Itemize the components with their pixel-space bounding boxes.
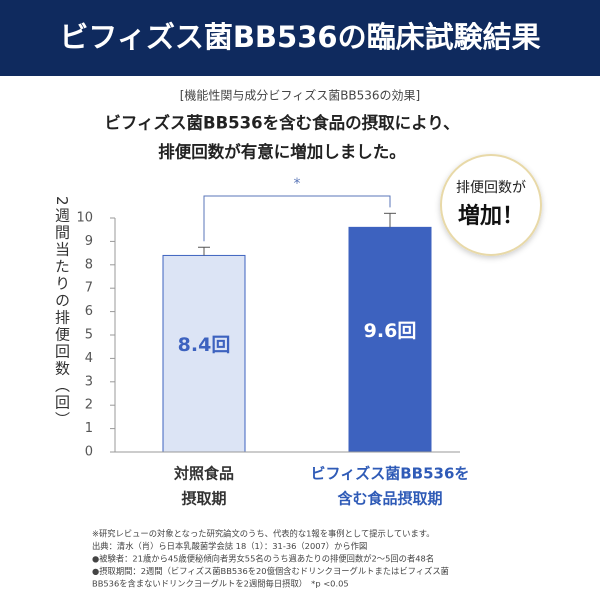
bar	[162, 254, 246, 453]
y-tick-label: 3	[85, 374, 93, 389]
bar	[348, 226, 432, 453]
badge-text: 増加！	[458, 203, 524, 229]
subtitle: 排便回数が有意に増加しました。	[158, 142, 406, 162]
significance-bracket	[203, 195, 391, 242]
subtitle: ビフィズス菌BB536を含む食品の摂取により、	[104, 113, 459, 133]
significance-mark: *	[294, 176, 301, 192]
badge	[440, 154, 542, 256]
y-tick-label: 9	[85, 234, 93, 249]
value-label: 9.6回	[364, 320, 417, 342]
x-tick-label: 含む食品摂取期	[337, 490, 442, 508]
y-axis-label: 2週間当たりの排便回数（回）	[53, 196, 71, 429]
x-tick-label: 摂取期	[181, 490, 226, 508]
caption: [機能性関与成分ビフィズス菌BB536の効果]	[180, 88, 421, 103]
y-tick-label: 0	[85, 445, 93, 460]
y-tick-label: 10	[76, 211, 93, 226]
x-tick-label: ビフィズス菌BB536を	[311, 465, 470, 483]
x-tick-label: 対照食品	[173, 465, 234, 483]
header-title: ビフィズス菌BB536の臨床試験結果	[59, 20, 540, 54]
y-tick-label: 5	[85, 328, 93, 343]
footnote: BB536を含まないドリンクヨーグルトを2週間毎日摂取） *p <0.05	[92, 579, 349, 589]
value-label: 8.4回	[178, 334, 231, 356]
y-tick-label: 8	[85, 257, 93, 272]
footnote: ●摂取期間：2週間（ビフィズス菌BB536を20億個含むドリンクヨーグルトまたは…	[92, 566, 449, 576]
header-bar	[0, 0, 600, 76]
y-tick-label: 7	[85, 281, 93, 296]
y-tick-label: 6	[85, 304, 93, 319]
footnote: ※研究レビューの対象となった研究論文のうち、代表的な1報を事例として提示していま…	[92, 529, 435, 539]
footnote: 出典：清水（肖）ら日本乳酸菌学会誌 18（1）：31-36（2007）から作図	[92, 541, 367, 551]
footnote: ●被験者：21歳から45歳便秘傾向者男女55名のうち週あたりの排便回数が2～5回…	[92, 554, 434, 564]
y-tick-label: 1	[85, 421, 93, 436]
y-tick-label: 4	[85, 351, 93, 366]
badge-text: 排便回数が	[456, 180, 526, 196]
y-tick-label: 2	[85, 398, 93, 413]
